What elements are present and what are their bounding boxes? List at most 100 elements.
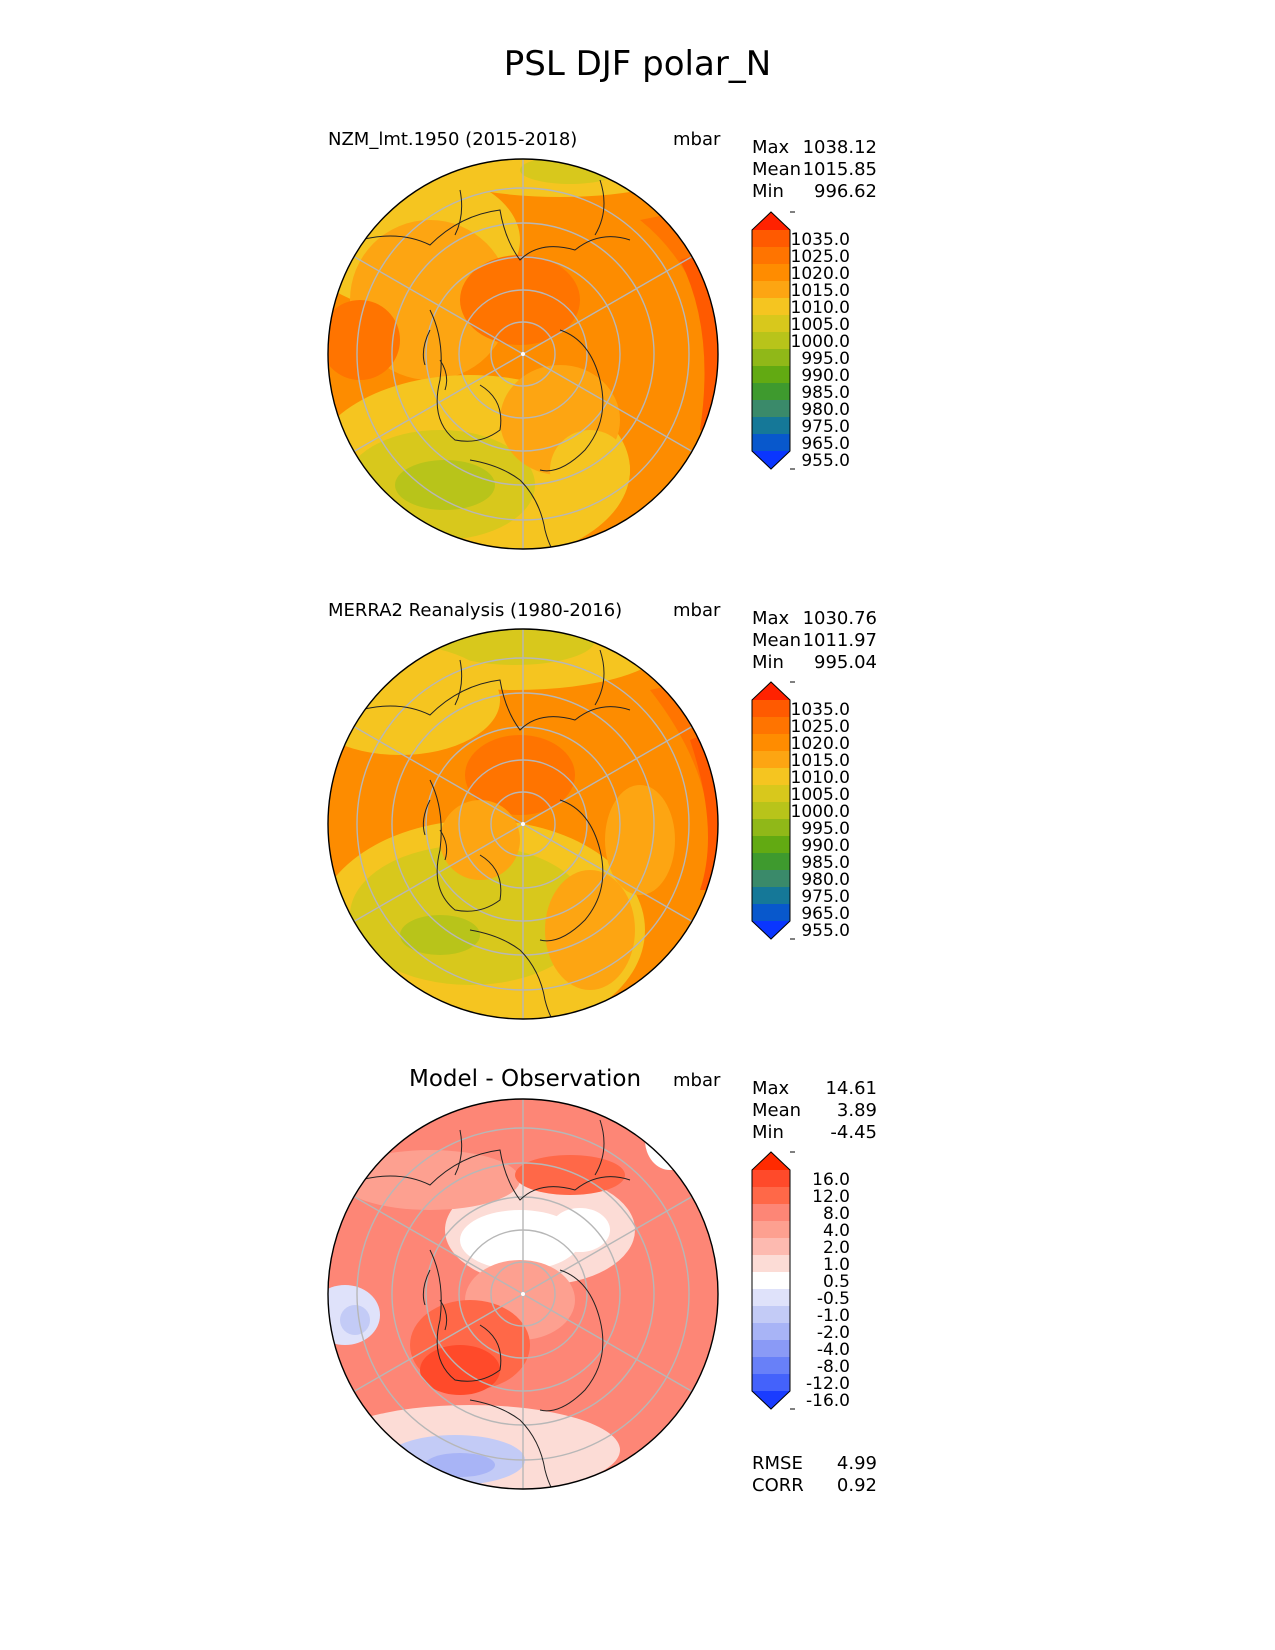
map-boundary [327, 158, 719, 550]
colorbar-tick-label: 1025.0 [791, 247, 850, 267]
colorbar-cell [752, 1170, 790, 1188]
colorbar-cell [752, 785, 790, 803]
stat-max-label: Max [752, 1078, 790, 1099]
colorbar-tick-label: 1005.0 [791, 315, 850, 335]
stat-min-value: 996.62 [814, 181, 877, 202]
colorbar-tick-label: 1015.0 [791, 281, 850, 301]
colorbar-cell [752, 836, 790, 854]
colorbar-tick-label: -2.0 [817, 1323, 850, 1343]
colorbar-tick-label: -1.0 [817, 1306, 850, 1326]
colorbar-tick-label: -4.0 [817, 1340, 850, 1360]
colorbar-tick-label: 1010.0 [791, 768, 850, 788]
panel-2-title: MERRA2 Reanalysis (1980-2016) [328, 600, 623, 621]
panel-1-units: mbar [673, 129, 721, 150]
figure-title: PSL DJF polar_N [503, 44, 772, 84]
panel-1-stats: Max 1038.12 Mean 1015.85 Min 996.62 [752, 137, 877, 203]
map-panel-3 [327, 1098, 719, 1490]
colorbar-tick-label: -0.5 [817, 1289, 850, 1309]
colorbar-tick-label: 1035.0 [791, 230, 850, 250]
map-panel-1 [327, 158, 719, 550]
colorbar-tick-label: 955.0 [801, 451, 850, 471]
map-panel-2 [327, 628, 719, 1020]
panel-3-stats: Max 14.61 Mean 3.89 Min -4.45 [752, 1078, 877, 1144]
colorbar-cell [752, 1272, 790, 1290]
panel-1-title: NZM_lmt.1950 (2015-2018) [328, 129, 578, 150]
stat-min-value: -4.45 [830, 1122, 877, 1143]
panel-3-title: Model - Observation [409, 1066, 642, 1092]
colorbar-tick-label: 0.5 [823, 1272, 850, 1292]
north-pole-marker [521, 352, 525, 356]
colorbar-tick-label: 965.0 [801, 434, 850, 454]
corr-label: CORR [752, 1475, 804, 1496]
colorbar-tick-label: 995.0 [801, 819, 850, 839]
colorbar-cell [752, 332, 790, 350]
colorbar-cell [752, 1357, 790, 1375]
stat-mean-label: Mean [752, 630, 802, 651]
colorbar-tick-label: 2.0 [823, 1238, 850, 1258]
colorbar-cell [752, 887, 790, 905]
colorbar-outline [751, 1151, 791, 1410]
coastlines [359, 649, 631, 1019]
colorbar-tick-label: 1025.0 [791, 717, 850, 737]
graticule [345, 1099, 701, 1489]
stat-mean-label: Mean [752, 159, 802, 180]
stat-mean-value: 3.89 [836, 1100, 877, 1121]
corr-value: 0.92 [836, 1475, 877, 1496]
colorbars: 1035.01025.01020.01015.01010.01005.01000… [751, 211, 850, 1411]
colorbar-tick-label: 995.0 [801, 349, 850, 369]
stat-mean-value: 1015.85 [802, 159, 877, 180]
graticule [345, 629, 701, 1019]
panel-2-units: mbar [673, 600, 721, 621]
colorbar-cell [752, 904, 790, 922]
panel-3-units: mbar [673, 1070, 721, 1091]
colorbar-cell [752, 400, 790, 418]
colorbar-extend-min [752, 1391, 790, 1409]
map-boundary [327, 628, 719, 1020]
colorbar-tick-label: 985.0 [801, 383, 850, 403]
colorbar-extend-min [752, 451, 790, 469]
colorbar-tick-label: 1015.0 [791, 751, 850, 771]
colorbar-cell [752, 1306, 790, 1324]
north-pole-marker [521, 822, 525, 826]
panel-3-metrics: RMSE 4.99 CORR 0.92 [752, 1453, 877, 1497]
colorbar-cell [752, 734, 790, 752]
panel-2-stats: Max 1030.76 Mean 1011.97 Min 995.04 [752, 608, 877, 674]
colorbar-cell [752, 315, 790, 333]
colorbar-cell [752, 870, 790, 888]
stat-max-value: 1030.76 [802, 608, 877, 629]
stat-min-label: Min [752, 1122, 784, 1143]
rmse-value: 4.99 [836, 1453, 877, 1474]
stat-max-value: 1038.12 [802, 137, 877, 158]
colorbar-tick-label: 990.0 [801, 836, 850, 856]
colorbar-tick-label: -12.0 [806, 1374, 850, 1394]
colorbar-cell [752, 768, 790, 786]
colorbar-cell [752, 366, 790, 384]
colorbar-tick-label: 980.0 [801, 400, 850, 420]
colorbar-tick-label: -8.0 [817, 1357, 850, 1377]
colorbar-tick-label: 1035.0 [791, 700, 850, 720]
colorbar-cell [752, 1187, 790, 1205]
colorbar-tick-label: 1000.0 [791, 332, 850, 352]
colorbar-cell [752, 1374, 790, 1392]
stat-min-label: Min [752, 652, 784, 673]
colorbar-cell [752, 1221, 790, 1239]
colorbar-cell [752, 700, 790, 718]
colorbar-cell [752, 1255, 790, 1273]
stat-max-value: 14.61 [825, 1078, 877, 1099]
colorbar-cell [752, 1289, 790, 1307]
colorbar-tick-label: 1005.0 [791, 785, 850, 805]
colorbar-outline [751, 211, 791, 470]
colorbar-cell [752, 298, 790, 316]
colorbar-extend-max [752, 682, 790, 700]
colorbar-cell [752, 264, 790, 282]
colorbar-cell [752, 417, 790, 435]
colorbar-cell [752, 434, 790, 452]
colorbar-cell [752, 383, 790, 401]
map-boundary [327, 1098, 719, 1490]
colorbar-extend-min [752, 921, 790, 939]
colorbar-tick-label: 990.0 [801, 366, 850, 386]
colorbar-tick-label: -16.0 [806, 1391, 850, 1411]
north-pole-marker [521, 1292, 525, 1296]
stat-mean-value: 1011.97 [802, 630, 877, 651]
